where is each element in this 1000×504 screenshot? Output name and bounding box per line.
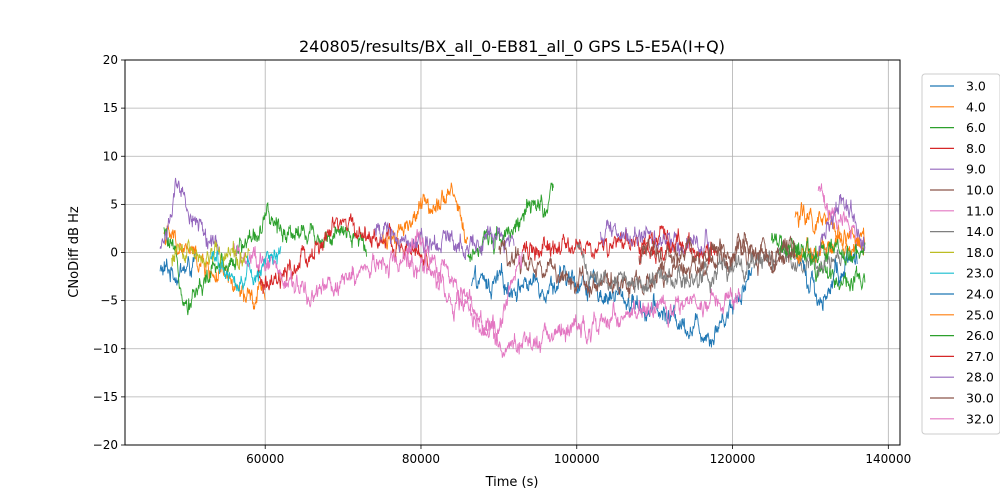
series-line <box>599 218 710 257</box>
x-tick-label: 140000 <box>865 452 911 466</box>
legend-label: 28.0 <box>966 370 994 385</box>
series-line <box>374 221 515 260</box>
legend-label: 18.0 <box>966 245 994 260</box>
y-axis-label: CNoDiff dB Hz <box>67 206 82 298</box>
series-3.0 <box>159 252 753 348</box>
x-tick-label: 60000 <box>246 452 284 466</box>
x-tick-label: 120000 <box>710 452 756 466</box>
legend-label: 30.0 <box>966 391 994 406</box>
legend-label: 23.0 <box>966 266 994 281</box>
legend-label: 32.0 <box>966 411 994 426</box>
series-line <box>817 193 866 257</box>
series-line <box>159 252 196 286</box>
legend-label: 14.0 <box>966 224 994 239</box>
series-14.0 <box>576 240 843 294</box>
series-30.0 <box>638 232 796 274</box>
x-tick-label: 100000 <box>554 452 600 466</box>
y-tick-label: −15 <box>93 390 118 404</box>
series-11.0 <box>233 183 862 358</box>
series-line <box>638 232 796 274</box>
series-26.0 <box>778 237 866 266</box>
x-axis-label: Time (s) <box>485 475 539 490</box>
series-line <box>233 229 422 308</box>
series-line <box>404 251 523 345</box>
series-line <box>576 240 843 294</box>
y-tick-label: 10 <box>103 149 118 163</box>
series-line <box>471 262 753 348</box>
y-tick-label: −10 <box>93 342 118 356</box>
series-layer <box>159 177 866 358</box>
series-line <box>163 201 367 316</box>
series-line <box>817 183 862 249</box>
series-line <box>420 237 741 358</box>
series-line <box>210 246 282 292</box>
y-tick-label: 20 <box>103 53 118 67</box>
series-line <box>256 213 430 295</box>
y-tick-label: −20 <box>93 438 118 452</box>
y-tick-label: 0 <box>110 246 118 260</box>
series-10.0 <box>498 235 796 299</box>
series-line <box>498 235 796 299</box>
legend-label: 10.0 <box>966 183 994 198</box>
series-28.0 <box>817 193 866 257</box>
series-line <box>159 177 219 255</box>
series-18.0 <box>171 238 250 271</box>
legend-label: 9.0 <box>966 162 986 177</box>
series-line <box>778 237 866 266</box>
series-32.0 <box>404 251 523 345</box>
chart-title: 240805/results/BX_all_0-EB81_all_0 GPS L… <box>299 37 725 57</box>
legend-label: 24.0 <box>966 287 994 302</box>
series-9.0 <box>159 177 710 260</box>
y-tick-label: 15 <box>103 101 118 115</box>
legend-label: 26.0 <box>966 328 994 343</box>
series-23.0 <box>210 246 282 292</box>
ticks: 60000 80000 100000 120000 140000 −20 −15 −10 −5 0… <box>93 53 912 466</box>
legend-label: 4.0 <box>966 99 986 114</box>
legend-label: 25.0 <box>966 307 994 322</box>
x-tick-label: 80000 <box>402 452 440 466</box>
series-line <box>171 238 250 271</box>
legend-label: 11.0 <box>966 203 994 218</box>
y-tick-label: −5 <box>100 294 118 308</box>
legend-label: 8.0 <box>966 141 986 156</box>
series-line <box>163 223 266 310</box>
legend-label: 27.0 <box>966 349 994 364</box>
y-tick-label: 5 <box>110 197 118 211</box>
legend: 3.0 4.0 6.0 8.0 9.0 10.0 11.0 14.0 18.0 23.0 24.0 2… <box>921 73 1000 435</box>
legend-label: 6.0 <box>966 120 986 135</box>
legend-label: 3.0 <box>966 79 986 94</box>
